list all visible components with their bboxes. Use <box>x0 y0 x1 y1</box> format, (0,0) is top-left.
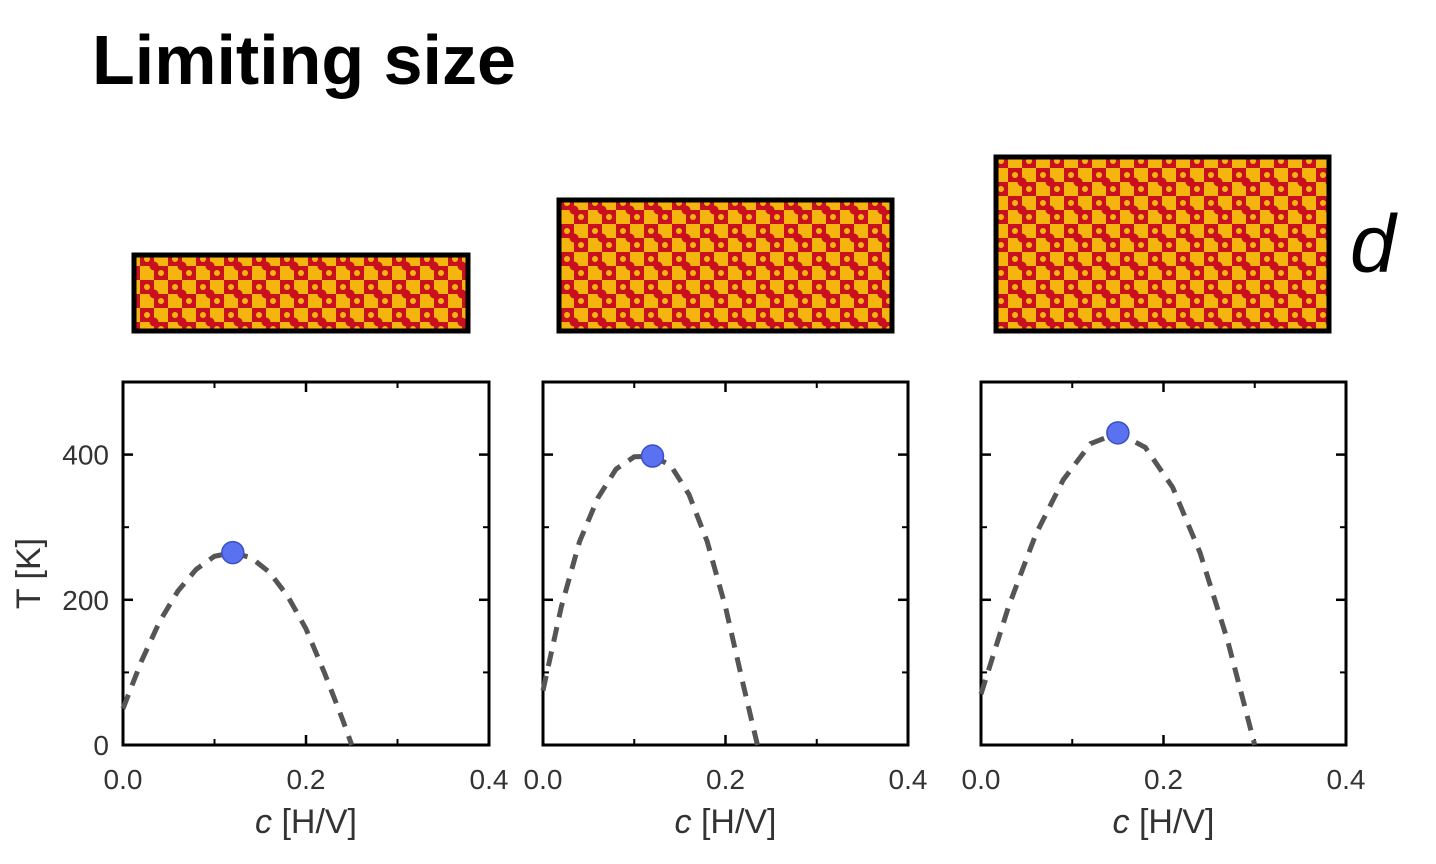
plot-frame <box>121 380 491 747</box>
lattice-thin <box>131 252 471 334</box>
x-tick-label: 0.0 <box>104 764 143 795</box>
x-axis-label: c [H/V] <box>255 803 357 841</box>
x-tick-label: 0.0 <box>962 764 1001 795</box>
x-axis-symbol: c <box>674 803 691 841</box>
lattice-medium <box>556 197 895 334</box>
dashed-curve <box>978 430 1258 746</box>
critical-point <box>640 444 665 468</box>
plot-frame <box>979 380 1348 747</box>
y-tick-label: 0 <box>93 730 109 761</box>
x-axis-label: c [H/V] <box>674 803 776 841</box>
thickness-label: d <box>1350 199 1398 290</box>
x-axis-unit: [H/V] <box>1139 803 1215 841</box>
slide-title: Limiting size <box>92 21 516 99</box>
x-axis-symbol: c <box>255 803 272 841</box>
critical-point <box>221 540 245 565</box>
y-tick-label: 200 <box>62 585 109 616</box>
x-tick-label: 0.0 <box>524 764 563 795</box>
x-tick-label: 0.4 <box>1327 764 1366 795</box>
x-tick-label: 0.4 <box>470 764 509 795</box>
x-tick-label: 0.2 <box>1144 764 1183 795</box>
x-tick-label: 0.2 <box>706 764 745 795</box>
x-tick-label: 0.4 <box>889 764 928 795</box>
x-axis-unit: [H/V] <box>701 803 777 841</box>
x-axis-label: c [H/V] <box>1112 803 1214 841</box>
dashed-curve <box>120 550 355 746</box>
critical-point <box>1106 421 1130 445</box>
plot-frame <box>541 380 910 747</box>
lattice-thick <box>993 154 1332 334</box>
y-axis-label: T [K] <box>10 538 48 609</box>
dashed-curve <box>540 453 760 746</box>
x-axis-symbol: c <box>1112 803 1129 841</box>
x-tick-label: 0.2 <box>287 764 326 795</box>
x-axis-unit: [H/V] <box>281 803 357 841</box>
y-tick-label: 400 <box>62 440 109 471</box>
